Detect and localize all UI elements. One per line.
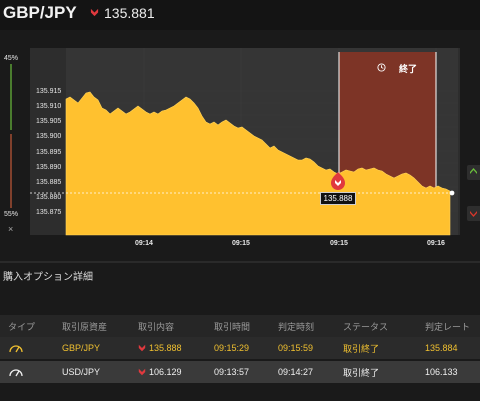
header-content: 取引内容 <box>138 321 175 332</box>
entry-marker-icon <box>331 172 345 190</box>
x-tick: 09:15 <box>330 240 348 247</box>
current-price-dot <box>449 190 455 196</box>
y-tick: 135.905 <box>36 118 61 125</box>
y-tick: 135.900 <box>36 133 61 140</box>
price-chart: 135.915 135.910 135.905 135.900 135.895 … <box>0 48 480 260</box>
gauge-icon <box>9 368 23 376</box>
y-tick: 135.880 <box>36 194 61 201</box>
up-arrow-icon <box>470 168 477 174</box>
low-button[interactable] <box>467 206 480 221</box>
header-asset: 取引原資産 <box>62 321 108 332</box>
content-value: 106.129 <box>149 367 182 377</box>
x-tick: 09:15 <box>232 240 250 247</box>
current-price-label: 135.888 <box>320 192 356 205</box>
asset-cell: USD/JPY <box>62 367 101 377</box>
currency-pair: GBP/JPY <box>3 3 77 22</box>
table-row[interactable]: GBP/JPY 135.888 09:15:29 09:15:59 取引終了 1… <box>0 337 480 359</box>
judge-time-cell: 09:15:59 <box>278 343 314 353</box>
expiry-label: 終了 <box>399 64 418 74</box>
gauge-high-label: 45% <box>4 55 19 62</box>
y-tick: 135.915 <box>36 88 61 95</box>
header-status: ステータス <box>343 321 389 332</box>
type-cell <box>0 366 38 379</box>
header-time: 取引時間 <box>214 321 251 332</box>
y-tick: 135.890 <box>36 164 61 171</box>
content-value: 135.888 <box>149 343 182 353</box>
status-cell: 取引終了 <box>343 343 380 354</box>
y-tick: 135.875 <box>36 209 61 216</box>
down-arrow-icon <box>138 344 146 352</box>
time-cell: 09:15:29 <box>214 343 250 353</box>
table-row[interactable]: USD/JPY 106.129 09:13:57 09:14:27 取引終了 1… <box>0 361 480 383</box>
content-cell: 106.129 <box>136 367 212 377</box>
down-arrow-icon <box>138 368 146 376</box>
status-cell: 取引終了 <box>343 367 380 378</box>
judge-rate-cell: 106.133 <box>425 367 458 377</box>
header-bar: GBP/JPY 135.881 <box>0 0 480 30</box>
y-tick: 135.885 <box>36 179 61 186</box>
judge-time-cell: 09:14:27 <box>278 367 314 377</box>
header-judge-time: 判定時刻 <box>278 321 315 332</box>
y-tick: 135.910 <box>36 103 61 110</box>
table-header: タイプ 取引原資産 取引内容 取引時間 判定時刻 ステータス 判定レート <box>0 315 480 337</box>
down-arrow-icon <box>90 8 99 17</box>
x-tick: 09:14 <box>135 240 153 247</box>
clock-icon <box>377 63 386 72</box>
judge-rate-cell: 135.884 <box>425 343 458 353</box>
close-gauge-button[interactable]: × <box>8 224 14 234</box>
down-arrow-icon <box>470 211 477 217</box>
y-tick: 135.895 <box>36 149 61 156</box>
gauge-icon <box>9 344 23 352</box>
header-judge-rate: 判定レート <box>425 321 471 332</box>
asset-cell: GBP/JPY <box>62 343 101 353</box>
gauge-low-label: 55% <box>4 211 19 218</box>
content-cell: 135.888 <box>136 343 212 353</box>
chart-canvas: 135.915 135.910 135.905 135.900 135.895 … <box>10 48 460 247</box>
divider <box>0 261 480 263</box>
section-title: 購入オプション詳細 <box>3 272 93 283</box>
time-cell: 09:13:57 <box>214 367 250 377</box>
current-rate: 135.881 <box>104 5 155 21</box>
options-table: タイプ 取引原資産 取引内容 取引時間 判定時刻 ステータス 判定レート GBP… <box>0 315 480 383</box>
header-type: タイプ <box>8 321 36 332</box>
high-button[interactable] <box>467 165 480 180</box>
x-tick: 09:16 <box>427 240 445 247</box>
type-cell <box>0 342 38 355</box>
